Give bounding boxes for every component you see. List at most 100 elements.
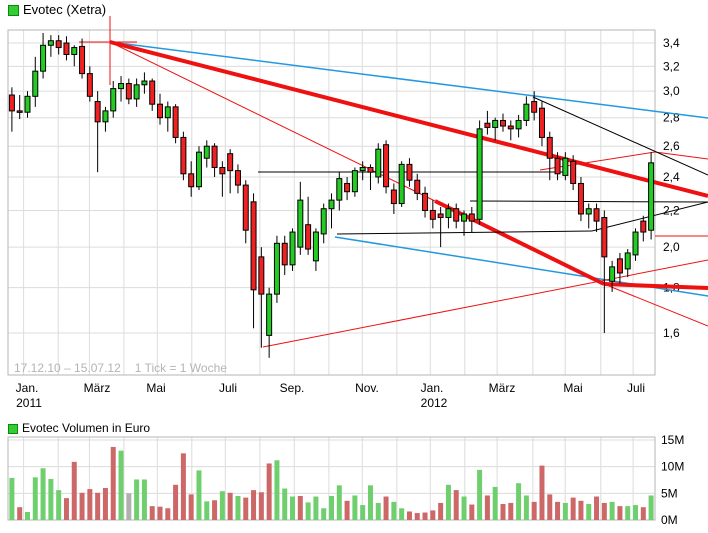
- volume-bar[interactable]: [617, 506, 623, 520]
- volume-bar[interactable]: [492, 486, 498, 520]
- volume-bar[interactable]: [516, 483, 522, 520]
- volume-bar[interactable]: [173, 484, 179, 520]
- volume-bar[interactable]: [32, 477, 38, 520]
- candlestick[interactable]: [461, 213, 468, 222]
- volume-bar[interactable]: [640, 507, 646, 520]
- candlestick[interactable]: [79, 45, 86, 75]
- volume-bar[interactable]: [134, 479, 140, 520]
- volume-bar[interactable]: [586, 504, 592, 520]
- candlestick[interactable]: [336, 178, 343, 201]
- volume-bar[interactable]: [633, 505, 639, 520]
- candlestick[interactable]: [328, 199, 335, 210]
- volume-bar[interactable]: [118, 450, 124, 520]
- volume-bar[interactable]: [180, 453, 186, 520]
- candlestick[interactable]: [157, 103, 164, 119]
- candlestick[interactable]: [312, 231, 319, 262]
- volume-bar[interactable]: [562, 502, 568, 520]
- volume-bar[interactable]: [352, 495, 358, 520]
- volume-bar[interactable]: [110, 446, 116, 520]
- red-trendline[interactable]: [262, 259, 708, 348]
- candlestick[interactable]: [234, 170, 241, 186]
- volume-bar[interactable]: [648, 495, 654, 520]
- candlestick[interactable]: [344, 182, 351, 193]
- volume-bar[interactable]: [329, 496, 334, 520]
- volume-bar[interactable]: [430, 510, 436, 520]
- volume-bar[interactable]: [235, 496, 241, 520]
- volume-bar[interactable]: [297, 496, 303, 520]
- volume-bar[interactable]: [461, 496, 467, 520]
- volume-bar[interactable]: [547, 494, 553, 520]
- volume-bar[interactable]: [414, 513, 420, 520]
- candlestick[interactable]: [429, 209, 436, 220]
- volume-bar[interactable]: [438, 502, 444, 520]
- red-trendline[interactable]: [603, 282, 708, 290]
- candlestick[interactable]: [468, 213, 475, 222]
- volume-bar[interactable]: [141, 479, 147, 520]
- volume-bar[interactable]: [469, 504, 475, 520]
- candlestick[interactable]: [546, 136, 553, 159]
- volume-bar[interactable]: [212, 500, 218, 520]
- volume-bar[interactable]: [79, 492, 85, 520]
- volume-bar[interactable]: [523, 495, 529, 520]
- candlestick[interactable]: [102, 110, 109, 123]
- volume-bar[interactable]: [570, 497, 576, 520]
- volume-bar[interactable]: [40, 468, 46, 520]
- candlestick[interactable]: [359, 166, 366, 172]
- candlestick[interactable]: [624, 252, 631, 270]
- volume-bar[interactable]: [9, 477, 15, 520]
- volume-bar[interactable]: [539, 465, 545, 520]
- volume-bar[interactable]: [484, 495, 490, 520]
- volume-bar[interactable]: [266, 463, 272, 520]
- volume-bar[interactable]: [102, 488, 108, 520]
- candlestick[interactable]: [515, 119, 522, 130]
- red-trendline[interactable]: [654, 151, 708, 160]
- volume-bar[interactable]: [313, 496, 319, 520]
- candlestick[interactable]: [40, 44, 47, 72]
- candlestick[interactable]: [383, 144, 390, 188]
- volume-bar[interactable]: [290, 496, 296, 520]
- candlestick[interactable]: [648, 162, 655, 231]
- volume-bar[interactable]: [367, 485, 373, 520]
- candlestick[interactable]: [266, 293, 273, 336]
- candlestick[interactable]: [211, 145, 218, 168]
- volume-bar[interactable]: [508, 502, 514, 520]
- candlestick[interactable]: [484, 122, 491, 128]
- candlestick[interactable]: [55, 40, 62, 49]
- volume-bar[interactable]: [258, 492, 264, 520]
- candlestick[interactable]: [258, 256, 265, 295]
- candlestick[interactable]: [195, 151, 202, 188]
- red-trendline[interactable]: [603, 283, 708, 327]
- candlestick[interactable]: [538, 107, 545, 138]
- volume-bar[interactable]: [531, 501, 537, 520]
- volume-bar[interactable]: [399, 508, 405, 520]
- volume-bar[interactable]: [48, 478, 54, 520]
- candlestick[interactable]: [141, 80, 148, 86]
- candlestick[interactable]: [422, 192, 429, 211]
- candlestick[interactable]: [367, 166, 374, 173]
- candlestick[interactable]: [47, 40, 54, 46]
- candlestick[interactable]: [242, 184, 249, 231]
- candlestick[interactable]: [445, 208, 452, 219]
- candlestick[interactable]: [476, 128, 483, 220]
- candlestick[interactable]: [110, 88, 117, 112]
- volume-bar[interactable]: [477, 469, 483, 520]
- volume-bar[interactable]: [321, 508, 327, 520]
- volume-bar[interactable]: [375, 502, 381, 520]
- blue-trendline[interactable]: [109, 41, 708, 119]
- volume-bar[interactable]: [204, 501, 210, 520]
- volume-bar[interactable]: [445, 484, 451, 520]
- volume-bar[interactable]: [274, 460, 280, 520]
- volume-bar[interactable]: [251, 490, 257, 520]
- volume-bar[interactable]: [555, 501, 561, 520]
- candlestick[interactable]: [351, 170, 358, 193]
- candlestick[interactable]: [250, 201, 257, 291]
- candlestick[interactable]: [499, 119, 506, 127]
- volume-bar[interactable]: [71, 461, 77, 520]
- candlestick[interactable]: [406, 163, 413, 181]
- candlestick[interactable]: [523, 103, 530, 121]
- candlestick[interactable]: [149, 80, 156, 105]
- volume-bar[interactable]: [453, 490, 459, 520]
- candlestick[interactable]: [180, 136, 187, 175]
- volume-bar[interactable]: [383, 496, 389, 520]
